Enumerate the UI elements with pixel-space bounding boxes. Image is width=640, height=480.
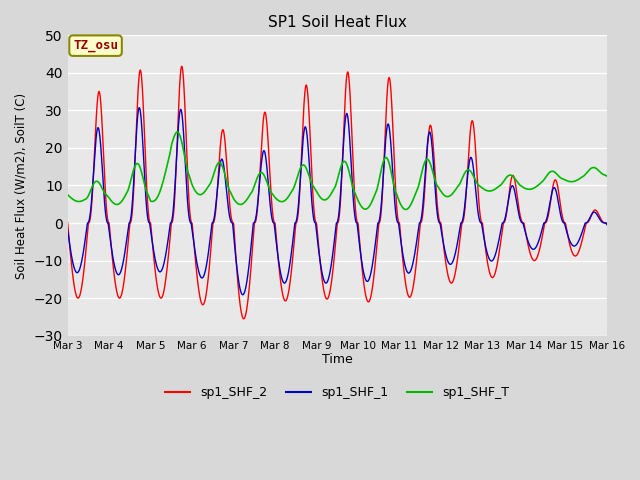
sp1_SHF_T: [138, 169, 145, 175]
Line: sp1_SHF_1: sp1_SHF_1: [68, 108, 607, 295]
sp1_SHF_T: [183, 166, 191, 172]
sp1_SHF_T: [419, 167, 426, 172]
sp1_SHF_1: [138, 123, 145, 129]
sp1_SHF_1: [136, 105, 143, 110]
Text: TZ_osu: TZ_osu: [73, 39, 118, 52]
sp1_SHF_1: [484, 251, 492, 257]
sp1_SHF_T: [603, 173, 611, 179]
sp1_SHF_T: [495, 183, 502, 189]
sp1_SHF_T: [402, 206, 410, 212]
sp1_SHF_1: [183, 193, 191, 199]
sp1_SHF_T: [484, 188, 492, 193]
sp1_SHF_T: [64, 192, 72, 198]
sp1_SHF_2: [138, 74, 145, 80]
sp1_SHF_2: [603, 220, 611, 226]
Line: sp1_SHF_T: sp1_SHF_T: [68, 132, 607, 209]
sp1_SHF_1: [419, 206, 426, 212]
sp1_SHF_2: [64, 220, 72, 226]
sp1_SHF_1: [495, 238, 502, 243]
Y-axis label: Soil Heat Flux (W/m2), SoilT (C): Soil Heat Flux (W/m2), SoilT (C): [15, 93, 28, 278]
sp1_SHF_1: [239, 292, 246, 298]
sp1_SHF_T: [94, 179, 102, 185]
sp1_SHF_1: [603, 222, 611, 228]
sp1_SHF_2: [183, 160, 191, 166]
sp1_SHF_1: [64, 228, 72, 233]
sp1_SHF_1: [94, 125, 102, 131]
sp1_SHF_2: [178, 63, 186, 69]
sp1_SHF_2: [495, 252, 502, 258]
sp1_SHF_2: [94, 93, 102, 98]
sp1_SHF_2: [484, 259, 492, 265]
sp1_SHF_2: [240, 316, 248, 322]
Legend: sp1_SHF_2, sp1_SHF_1, sp1_SHF_T: sp1_SHF_2, sp1_SHF_1, sp1_SHF_T: [161, 382, 514, 405]
Line: sp1_SHF_2: sp1_SHF_2: [68, 66, 607, 319]
sp1_SHF_T: [173, 129, 181, 135]
Title: SP1 Soil Heat Flux: SP1 Soil Heat Flux: [268, 15, 407, 30]
sp1_SHF_2: [419, 214, 426, 219]
X-axis label: Time: Time: [322, 353, 353, 366]
